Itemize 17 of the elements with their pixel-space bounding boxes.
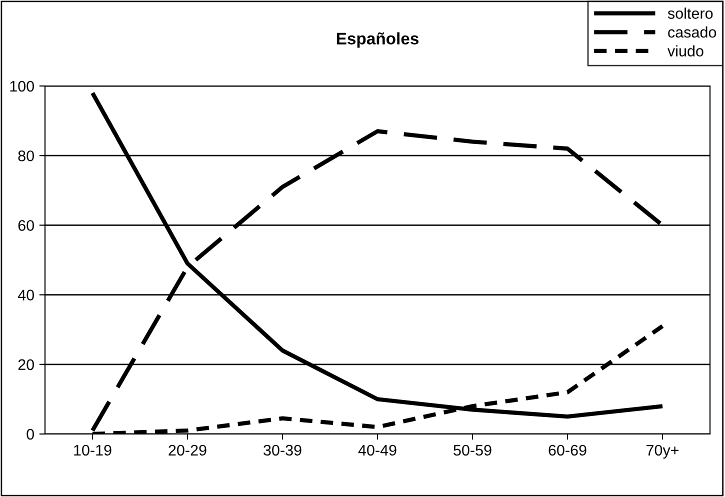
- legend-label: soltero: [668, 8, 713, 19]
- x-tick-label: 40-49: [358, 444, 396, 456]
- x-tick-label: 60-69: [548, 444, 586, 456]
- x-tick-label: 10-19: [74, 444, 112, 456]
- legend-label: casado: [668, 26, 716, 38]
- x-tick-label: 70y+: [646, 444, 679, 459]
- x-tick-label: 50-59: [454, 444, 492, 456]
- y-tick-label: 80: [18, 150, 34, 162]
- chart-title: Españoles: [336, 32, 419, 48]
- legend-label: viudo: [668, 45, 704, 56]
- x-tick-label: 20-29: [168, 444, 206, 456]
- y-tick-label: 100: [10, 80, 34, 92]
- y-tick-label: 60: [18, 220, 34, 231]
- y-tick-label: 40: [18, 290, 34, 300]
- y-tick-label: 20: [18, 359, 34, 370]
- x-tick-label: 30-39: [264, 444, 302, 456]
- y-tick-label: 0: [26, 428, 34, 440]
